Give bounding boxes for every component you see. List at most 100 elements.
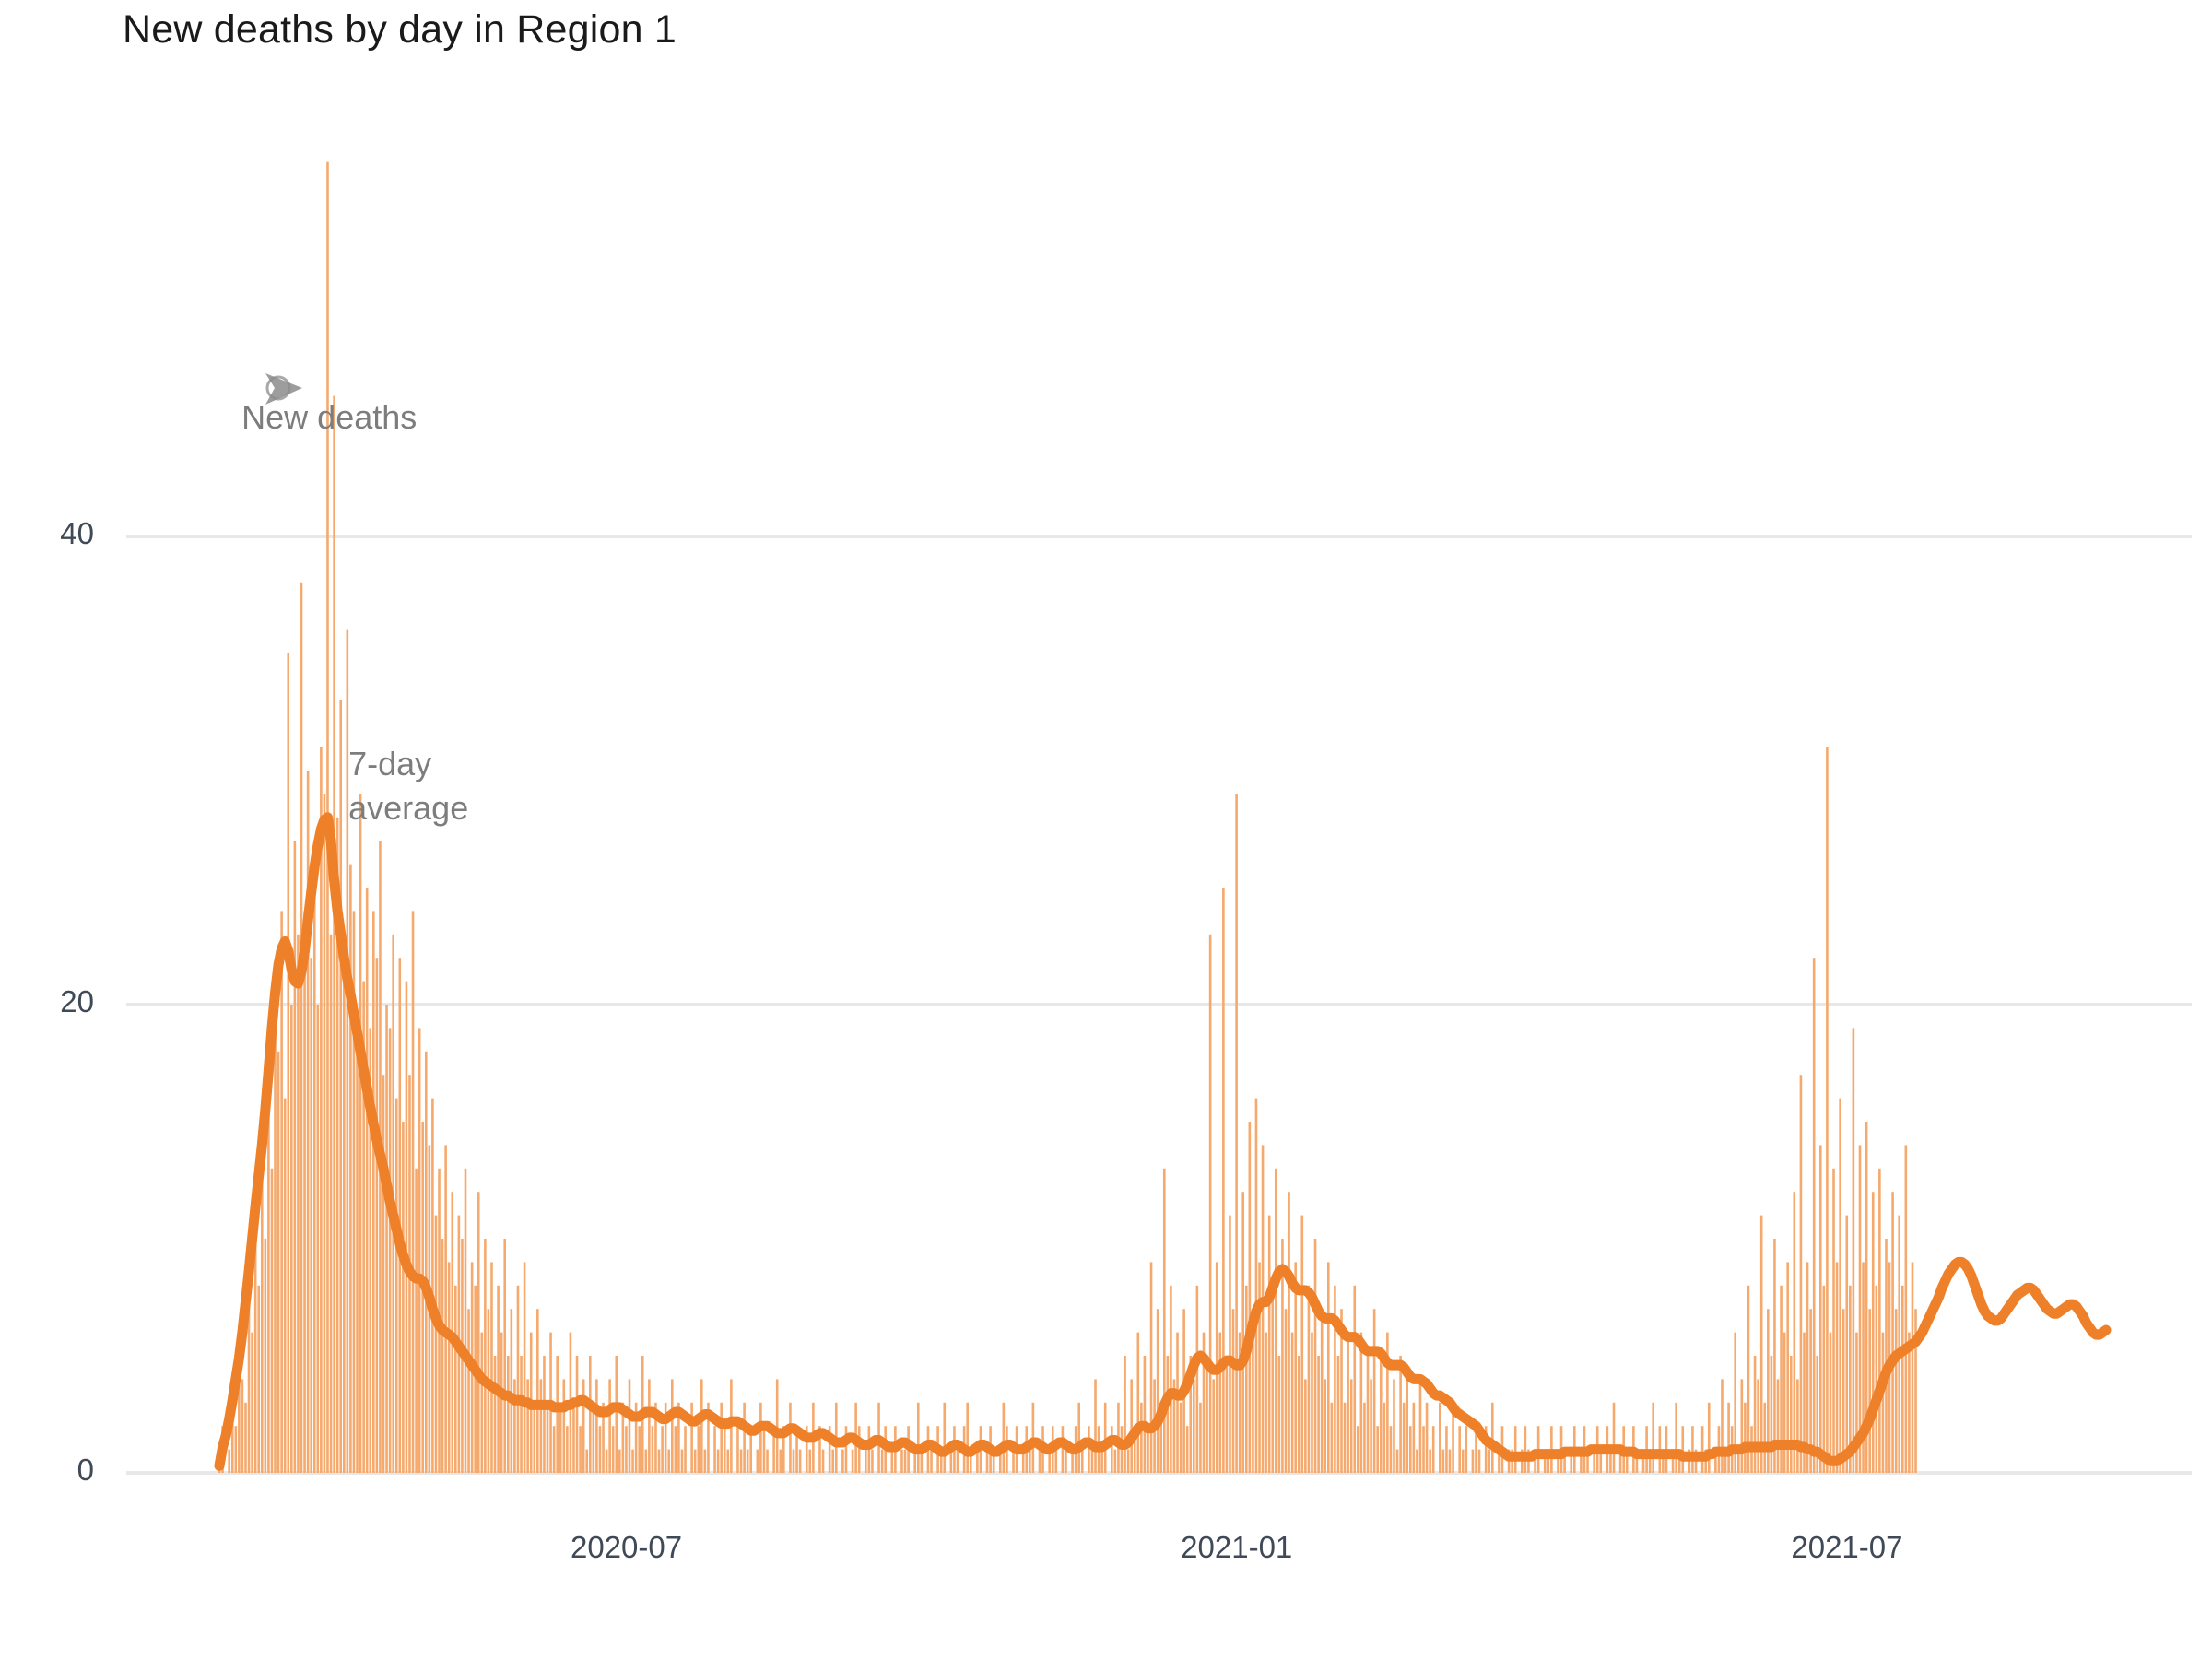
bar [1090,1449,1094,1473]
bar [335,817,339,1473]
bar [385,1005,388,1473]
bar [1195,1285,1199,1473]
bar [743,1402,746,1473]
bar [1189,1356,1193,1473]
bar [447,1262,451,1473]
bar [484,1239,487,1473]
bar [1822,1285,1826,1473]
bar [739,1449,743,1473]
bar [766,1449,769,1473]
bar [506,1356,510,1473]
bar [723,1426,726,1473]
bar [1818,1145,1822,1473]
bar [1513,1426,1517,1473]
bar [464,1168,467,1473]
bar [1244,1285,1248,1473]
bar [431,1098,434,1473]
bar [690,1402,693,1473]
bar [625,1426,628,1473]
bar [1911,1262,1914,1473]
bar [503,1239,507,1473]
bar [369,1028,372,1473]
bar [382,1075,385,1473]
bar [1789,1356,1793,1473]
bar [1294,1262,1297,1473]
bar [1307,1285,1311,1473]
bar [1275,1168,1277,1473]
bar [680,1449,684,1473]
bar [1126,1449,1130,1473]
bar [1429,1449,1431,1473]
bar [441,1239,444,1473]
bar [287,653,290,1473]
bar [759,1402,762,1473]
bar [1359,1332,1363,1473]
bar [1580,1449,1583,1473]
bar [1700,1426,1704,1473]
bar [1100,1449,1103,1473]
bar [1389,1426,1393,1473]
bar [1094,1379,1097,1473]
bar [1727,1402,1730,1473]
bar [1324,1379,1327,1473]
bar [362,981,365,1473]
bar [1202,1332,1206,1473]
bar [772,1426,775,1473]
bar [356,1051,359,1473]
bar [1061,1426,1065,1473]
bar [1458,1426,1461,1473]
bar [1418,1379,1422,1473]
bar [1147,1426,1149,1473]
bar [1812,958,1816,1473]
bar [1625,1449,1629,1473]
bar [283,1098,287,1473]
bar [1736,1449,1740,1473]
bar [513,1379,516,1473]
bar [516,1285,520,1473]
bar [1347,1332,1349,1473]
bar [388,1028,392,1473]
bar [1416,1449,1418,1473]
bar [1193,1379,1195,1473]
bar [1422,1426,1425,1473]
bar [1868,1309,1871,1473]
bar [329,934,333,1473]
bar [1300,1215,1304,1473]
bar [276,1051,280,1473]
bar [1395,1449,1399,1473]
bar [644,1449,648,1473]
bar [1763,1402,1767,1473]
bar [1402,1402,1406,1473]
bar [260,1145,264,1473]
bar [264,1239,267,1473]
bar [1048,1449,1051,1473]
bar [582,1379,585,1473]
bar [1563,1449,1566,1473]
bar [913,1449,917,1473]
bar [1593,1449,1595,1473]
bar [762,1426,766,1473]
bar [1829,1332,1832,1473]
bar [588,1356,592,1473]
bar [1445,1426,1448,1473]
bar [1557,1449,1559,1473]
bar [1875,1285,1878,1473]
bar [579,1426,582,1473]
bar [939,1449,943,1473]
bar [969,1449,972,1473]
bar [1776,1379,1780,1473]
bar [1386,1332,1389,1473]
bar [1241,1192,1245,1473]
bar [821,1449,825,1473]
bar [247,1262,251,1473]
bar [1780,1285,1783,1473]
bar [300,582,303,1473]
bar [998,1449,1002,1473]
bar [1425,1402,1429,1473]
bar [493,1356,497,1473]
bar [1724,1449,1727,1473]
bar [500,1332,503,1473]
bar [651,1426,654,1473]
bar [1744,1402,1747,1473]
bar [1254,1098,1258,1473]
